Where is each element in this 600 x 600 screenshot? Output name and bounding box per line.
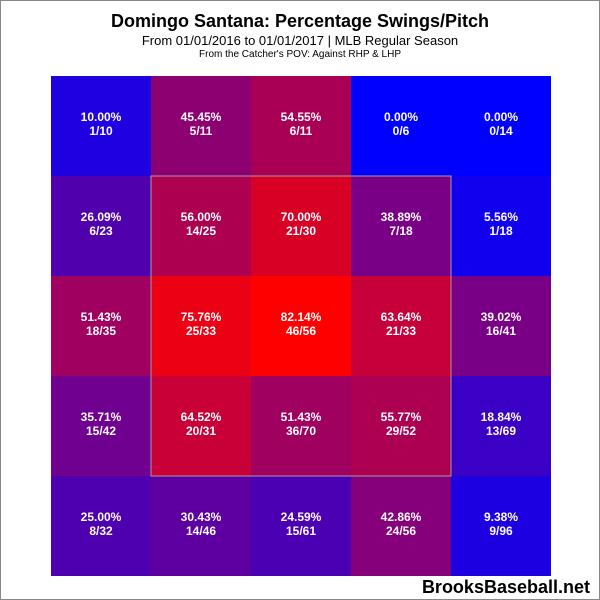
heatmap-cell xyxy=(351,76,451,176)
heatmap-cell xyxy=(51,76,151,176)
cell-count-label: 20/31 xyxy=(186,424,216,438)
chart-subtitle: From 01/01/2016 to 01/01/2017 | MLB Regu… xyxy=(141,33,459,48)
heatmap-cell xyxy=(351,476,451,576)
cell-count-label: 9/96 xyxy=(489,524,513,538)
cell-percentage-label: 0.00% xyxy=(384,110,418,124)
heatmap-cell xyxy=(451,376,551,476)
chart-note: From the Catcher's POV: Against RHP & LH… xyxy=(199,49,401,60)
cell-percentage-label: 55.77% xyxy=(381,410,422,424)
cell-percentage-label: 9.38% xyxy=(484,510,518,524)
cell-count-label: 18/35 xyxy=(86,324,116,338)
cell-percentage-label: 64.52% xyxy=(181,410,222,424)
cell-percentage-label: 45.45% xyxy=(181,110,222,124)
heatmap-cell xyxy=(251,476,351,576)
cell-percentage-label: 39.02% xyxy=(481,310,522,324)
cell-count-label: 6/11 xyxy=(290,124,313,138)
heatmap-cell xyxy=(151,476,251,576)
cell-percentage-label: 26.09% xyxy=(81,210,122,224)
cell-percentage-label: 38.89% xyxy=(381,210,422,224)
heatmap-cell xyxy=(151,176,251,276)
heatmap-cell xyxy=(151,376,251,476)
cell-count-label: 24/56 xyxy=(386,524,416,538)
heatmap-cell xyxy=(351,276,451,376)
cell-percentage-label: 56.00% xyxy=(181,210,222,224)
heatmap-cell xyxy=(151,276,251,376)
cell-count-label: 25/33 xyxy=(186,324,216,338)
cell-count-label: 6/23 xyxy=(89,224,113,238)
heatmap-cell xyxy=(451,476,551,576)
heatmap-cell xyxy=(351,376,451,476)
strike-zone-outline xyxy=(150,175,452,477)
cell-count-label: 13/69 xyxy=(486,424,516,438)
cell-count-label: 0/14 xyxy=(489,124,513,138)
cell-percentage-label: 51.43% xyxy=(81,310,122,324)
cell-count-label: 15/61 xyxy=(286,524,316,538)
heatmap-cell xyxy=(51,276,151,376)
heatmap-cell xyxy=(251,376,351,476)
cell-percentage-label: 30.43% xyxy=(181,510,222,524)
heatmap-cell xyxy=(151,76,251,176)
cell-percentage-label: 75.76% xyxy=(181,310,222,324)
heatmap-cell xyxy=(51,476,151,576)
cell-count-label: 29/52 xyxy=(386,424,416,438)
cell-percentage-label: 54.55% xyxy=(281,110,322,124)
cell-count-label: 1/18 xyxy=(489,224,513,238)
cell-count-label: 8/32 xyxy=(89,524,113,538)
chart-title: Domingo Santana: Percentage Swings/Pitch xyxy=(110,11,490,31)
cell-count-label: 46/56 xyxy=(286,324,316,338)
cell-percentage-label: 10.00% xyxy=(81,110,122,124)
heatmap-cell xyxy=(251,76,351,176)
cell-count-label: 21/33 xyxy=(386,324,416,338)
cell-count-label: 15/42 xyxy=(86,424,116,438)
heatmap-cell xyxy=(451,176,551,276)
cell-percentage-label: 63.64% xyxy=(381,310,422,324)
cell-percentage-label: 25.00% xyxy=(81,510,122,524)
heatmap-cell xyxy=(51,176,151,276)
cell-count-label: 16/41 xyxy=(486,324,516,338)
cell-count-label: 0/6 xyxy=(393,124,410,138)
watermark: BrooksBaseball.net xyxy=(421,577,590,597)
cell-count-label: 5/11 xyxy=(190,124,213,138)
heatmap-cell xyxy=(51,376,151,476)
cell-percentage-label: 42.86% xyxy=(381,510,422,524)
cell-percentage-label: 82.14% xyxy=(281,310,322,324)
heatmap-cell xyxy=(451,276,551,376)
cell-count-label: 14/25 xyxy=(186,224,216,238)
cell-count-label: 7/18 xyxy=(389,224,413,238)
heatmap-cell xyxy=(251,176,351,276)
cell-percentage-label: 70.00% xyxy=(281,210,322,224)
cell-count-label: 21/30 xyxy=(286,224,316,238)
heatmap-cell xyxy=(251,276,351,376)
heatmap-cell xyxy=(451,76,551,176)
cell-percentage-label: 5.56% xyxy=(484,210,518,224)
cell-percentage-label: 18.84% xyxy=(481,410,522,424)
cell-count-label: 36/70 xyxy=(286,424,316,438)
cell-percentage-label: 51.43% xyxy=(281,410,322,424)
cell-percentage-label: 24.59% xyxy=(281,510,322,524)
cell-percentage-label: 0.00% xyxy=(484,110,518,124)
heatmap-cell xyxy=(351,176,451,276)
cell-count-label: 14/46 xyxy=(186,524,216,538)
cell-percentage-label: 35.71% xyxy=(81,410,122,424)
cell-count-label: 1/10 xyxy=(89,124,113,138)
